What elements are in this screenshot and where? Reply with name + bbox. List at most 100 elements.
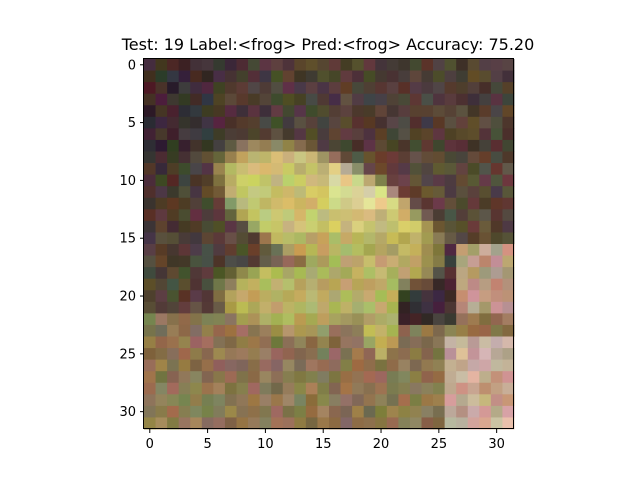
image-pixel [167, 197, 180, 210]
image-pixel [167, 255, 180, 268]
image-pixel [259, 255, 272, 268]
image-pixel [386, 278, 399, 291]
image-pixel [479, 278, 492, 291]
image-pixel [363, 371, 376, 384]
image-pixel [155, 301, 168, 314]
image-pixel [329, 197, 341, 210]
image-pixel [178, 382, 191, 395]
image-pixel [340, 301, 353, 314]
image-pixel [502, 290, 515, 303]
image-pixel [363, 267, 376, 280]
image-pixel [467, 93, 480, 106]
image-pixel [259, 163, 272, 176]
image-pixel [375, 244, 388, 256]
image-pixel [456, 417, 469, 430]
image-pixel [340, 174, 353, 187]
image-pixel [398, 139, 411, 152]
image-pixel [456, 232, 469, 245]
image-pixel [375, 313, 388, 326]
image-pixel [456, 255, 469, 268]
image-pixel [467, 244, 480, 256]
image-pixel [479, 405, 492, 418]
image-pixel [236, 336, 249, 349]
image-pixel [259, 348, 272, 361]
image-pixel [467, 139, 480, 152]
image-pixel [409, 105, 422, 118]
image-pixel [190, 128, 203, 141]
image-pixel [248, 336, 261, 349]
image-pixel [433, 348, 446, 361]
image-pixel [444, 278, 457, 291]
image-pixel [363, 290, 376, 303]
image-pixel [421, 174, 434, 187]
image-pixel [490, 70, 503, 83]
image-pixel [421, 186, 434, 199]
image-pixel [213, 116, 226, 129]
image-pixel [259, 174, 272, 187]
image-pixel [479, 186, 492, 199]
image-pixel [305, 290, 318, 303]
image-pixel [224, 93, 237, 106]
image-pixel [433, 336, 446, 349]
image-pixel [167, 232, 180, 245]
image-pixel [201, 313, 214, 326]
image-pixel [201, 290, 214, 303]
image-pixel [282, 59, 295, 71]
image-pixel [271, 70, 284, 83]
image-pixel [444, 394, 457, 407]
image-pixel [456, 301, 469, 314]
image-pixel [305, 278, 318, 291]
image-pixel [467, 336, 480, 349]
image-pixel [490, 348, 503, 361]
image-pixel [444, 232, 457, 245]
image-pixel [398, 151, 411, 164]
image-pixel [178, 105, 191, 118]
image-pixel [329, 186, 341, 199]
image-pixel [178, 82, 191, 95]
image-pixel [317, 220, 330, 233]
image-pixel [213, 105, 226, 118]
image-pixel [502, 394, 515, 407]
image-pixel [398, 278, 411, 291]
image-pixel [444, 244, 457, 256]
image-pixel [305, 232, 318, 245]
image-pixel [248, 278, 261, 291]
image-pixel [375, 336, 388, 349]
image-pixel [433, 244, 446, 256]
image-pixel [236, 371, 249, 384]
image-pixel [259, 336, 272, 349]
image-pixel [421, 209, 434, 222]
image-pixel [294, 93, 307, 106]
image-pixel [248, 301, 261, 314]
image-pixel [178, 116, 191, 129]
image-pixel [282, 301, 295, 314]
image-pixel [375, 82, 388, 95]
image-pixel [236, 174, 249, 187]
image-pixel [271, 359, 284, 372]
image-pixel [467, 382, 480, 395]
image-pixel [456, 382, 469, 395]
image-pixel [271, 255, 284, 268]
image-pixel [386, 417, 399, 430]
image-pixel [329, 139, 341, 152]
image-pixel [282, 371, 295, 384]
image-pixel [317, 324, 330, 337]
image-pixel [467, 290, 480, 303]
image-pixel [421, 336, 434, 349]
image-pixel [433, 313, 446, 326]
image-pixel [167, 220, 180, 233]
image-pixel [352, 209, 365, 222]
image-pixel [201, 128, 214, 141]
image-pixel [456, 371, 469, 384]
image-pixel [490, 244, 503, 256]
image-pixel [421, 244, 434, 256]
image-pixel [317, 417, 330, 430]
image-pixel [236, 82, 249, 95]
image-pixel [305, 348, 318, 361]
image-pixel [167, 128, 180, 141]
image-pixel [294, 313, 307, 326]
image-pixel [213, 174, 226, 187]
image-pixel [352, 232, 365, 245]
image-pixel [433, 82, 446, 95]
